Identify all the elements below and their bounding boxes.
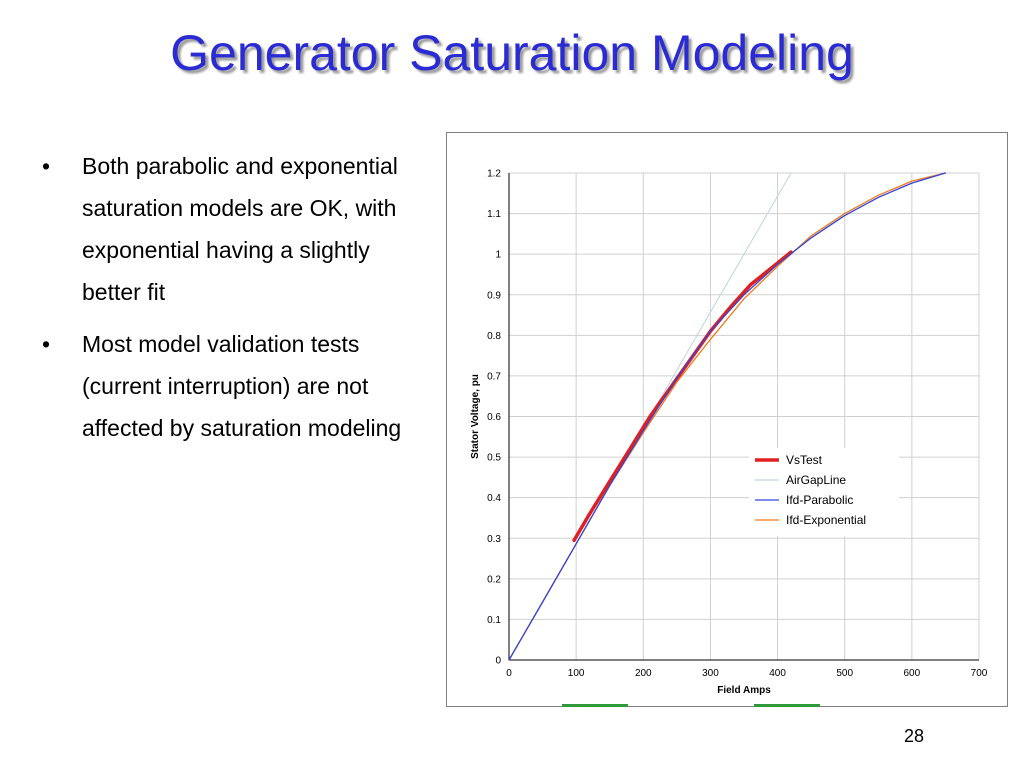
bullet-list: • Both parabolic and exponential saturat…	[42, 145, 422, 459]
x-tick-label: 100	[568, 668, 585, 679]
y-tick-label: 0.3	[487, 534, 501, 545]
legend-label: AirGapLine	[786, 473, 846, 487]
page-number: 28	[904, 726, 925, 746]
x-tick-label: 400	[769, 668, 786, 679]
x-tick-label: 500	[836, 668, 853, 679]
y-tick-label: 1.2	[487, 169, 501, 180]
y-axis-label: Stator Voltage, pu	[470, 374, 481, 459]
y-tick-label: 0.1	[487, 615, 501, 626]
y-tick-label: 1.1	[487, 209, 501, 220]
legend-box	[749, 448, 899, 536]
x-tick-label: 300	[702, 668, 719, 679]
y-tick-label: 0.9	[487, 290, 501, 301]
bullet-text: Most model validation tests (current int…	[82, 331, 402, 441]
series-line-ifd-parabolic	[508, 172, 947, 661]
x-axis-label: Field Amps	[717, 685, 771, 696]
y-tick-label: 0.6	[487, 412, 501, 423]
bullet-item: • Most model validation tests (current i…	[42, 323, 422, 449]
saturation-chart: 0 100 200 300 400 500 600 700 0 0.1 0.2 0.3 0.4 0.5 0.…	[470, 169, 988, 697]
decorative-mark	[562, 704, 628, 707]
legend-label: VsTest	[786, 453, 823, 467]
bullet-dot: •	[42, 331, 51, 357]
legend-label: Ifd-Exponential	[786, 513, 866, 527]
x-tick-label: 700	[971, 668, 988, 679]
chart-frame: 0 100 200 300 400 500 600 700 0 0.1 0.2 0.3 0.4 0.5 0.…	[446, 132, 1008, 707]
y-tick-label: 0.5	[487, 453, 501, 464]
y-tick-label: 0.2	[487, 574, 501, 585]
y-tick-label: 0.8	[487, 331, 501, 342]
y-tick-label: 0.7	[487, 371, 501, 382]
bullet-item: • Both parabolic and exponential saturat…	[42, 145, 422, 313]
x-tick-label: 0	[506, 668, 512, 679]
decorative-mark	[754, 704, 820, 707]
y-tick-label: 0.4	[487, 493, 501, 504]
x-tick-label: 600	[904, 668, 921, 679]
bullet-text: Both parabolic and exponential saturatio…	[82, 153, 398, 305]
slide-title: Generator Saturation Modeling	[170, 25, 854, 81]
y-tick-label: 0	[495, 656, 501, 667]
y-tick-label: 1	[495, 250, 501, 261]
bullet-dot: •	[42, 153, 51, 179]
legend-label: Ifd-Parabolic	[786, 493, 853, 507]
x-tick-label: 200	[635, 668, 652, 679]
